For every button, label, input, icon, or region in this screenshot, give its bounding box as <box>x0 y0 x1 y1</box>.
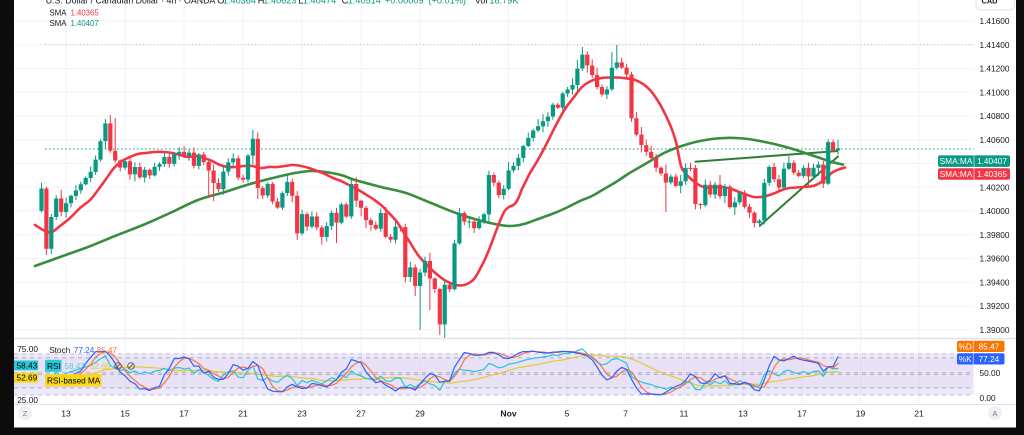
svg-text:75.00: 75.00 <box>17 344 38 354</box>
svg-text:21: 21 <box>238 408 248 418</box>
svg-text:Stoch 77.24 85.47: Stoch 77.24 85.47 <box>49 346 117 355</box>
svg-text:1.39800: 1.39800 <box>980 230 1010 240</box>
svg-text:1.41600: 1.41600 <box>980 16 1010 26</box>
svg-text:1.41400: 1.41400 <box>980 40 1010 50</box>
svg-text:27: 27 <box>356 408 366 418</box>
svg-text:U.S. Dollar / Canadian Dollar: U.S. Dollar / Canadian Dollar · 4h · OAN… <box>46 0 216 6</box>
svg-text:25.00: 25.00 <box>17 395 38 405</box>
svg-text:85.47: 85.47 <box>979 341 1000 351</box>
svg-text:5: 5 <box>565 408 570 418</box>
svg-text:1.39400: 1.39400 <box>980 277 1010 287</box>
svg-text:0.00: 0.00 <box>980 393 997 403</box>
svg-text:21: 21 <box>914 408 924 418</box>
svg-text:CAD: CAD <box>981 0 998 5</box>
svg-text:SMA:MA: SMA:MA <box>940 169 973 179</box>
svg-text:15: 15 <box>120 408 130 418</box>
svg-text:13: 13 <box>738 408 748 418</box>
svg-text:RSI-based MA: RSI-based MA <box>47 376 101 385</box>
svg-text:1.40407: 1.40407 <box>977 156 1007 166</box>
svg-text:%D: %D <box>958 341 971 351</box>
svg-text:1.39200: 1.39200 <box>980 301 1010 311</box>
svg-text:%K: %K <box>959 354 972 364</box>
svg-text:23: 23 <box>297 408 307 418</box>
svg-text:1.39000: 1.39000 <box>980 325 1010 335</box>
svg-text:17: 17 <box>179 408 189 418</box>
svg-text:1.40365: 1.40365 <box>977 169 1007 179</box>
svg-text:17: 17 <box>797 408 807 418</box>
svg-text:52.69: 52.69 <box>90 362 111 371</box>
svg-text:52.69: 52.69 <box>17 373 38 383</box>
svg-text:77.24: 77.24 <box>979 354 1000 364</box>
svg-text:19: 19 <box>856 408 866 418</box>
svg-text:A: A <box>992 409 997 418</box>
svg-text:58.43: 58.43 <box>64 362 85 371</box>
svg-text:1.40000: 1.40000 <box>980 206 1010 216</box>
svg-text:11: 11 <box>680 408 689 418</box>
svg-text:1.41000: 1.41000 <box>980 87 1010 97</box>
svg-text:Nov: Nov <box>500 408 516 418</box>
svg-text:13: 13 <box>61 408 71 418</box>
svg-text:RSI: RSI <box>47 362 61 371</box>
svg-text:1.40600: 1.40600 <box>980 135 1010 145</box>
svg-text:7: 7 <box>623 408 628 418</box>
svg-text:29: 29 <box>415 408 425 418</box>
svg-text:50.00: 50.00 <box>980 368 1001 378</box>
svg-text:58.43: 58.43 <box>17 360 38 370</box>
svg-text:Z: Z <box>23 409 28 418</box>
svg-text:SMA:MA: SMA:MA <box>940 156 973 166</box>
svg-text:1.40800: 1.40800 <box>980 111 1010 121</box>
svg-text:1.40200: 1.40200 <box>980 182 1010 192</box>
svg-text:1.41200: 1.41200 <box>980 64 1010 74</box>
svg-text:1.39600: 1.39600 <box>980 254 1010 264</box>
